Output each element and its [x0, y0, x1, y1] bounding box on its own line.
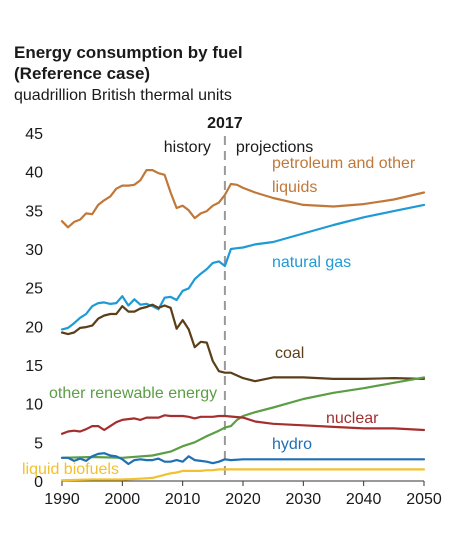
x-tick-label: 2050 — [406, 491, 442, 508]
series-label-other-renewable-energy: other renewable energy — [49, 385, 217, 402]
series-line-other-renewable-energy — [60, 376, 426, 459]
x-tick-label: 2040 — [346, 491, 382, 508]
series-labels: petroleum and other liquids natural gas coa… — [22, 155, 416, 478]
y-tick-label: 40 — [25, 165, 43, 182]
y-axis-unit-label: quadrillion British thermal units — [14, 87, 232, 104]
x-axis: 1990 2000 2010 2020 2030 2040 2050 — [44, 480, 442, 508]
history-label: history — [164, 139, 211, 156]
y-tick-label: 0 — [34, 474, 43, 491]
y-tick-label: 15 — [25, 358, 43, 375]
divider-year-label: 2017 — [207, 115, 243, 132]
series-label-liquid-biofuels: liquid biofuels — [22, 461, 119, 478]
history-projection-divider: 2017 history projections — [164, 115, 313, 481]
series-line-natural-gas — [60, 203, 426, 331]
y-tick-label: 35 — [25, 203, 43, 220]
y-tick-label: 20 — [25, 319, 43, 336]
y-tick-label: 10 — [25, 397, 43, 414]
y-tick-label: 5 — [34, 435, 43, 452]
y-tick-label: 25 — [25, 281, 43, 298]
y-axis-ticks: 0 5 10 15 20 25 30 35 40 45 — [25, 126, 43, 491]
chart-subtitle: (Reference case) — [14, 64, 151, 83]
chart-title: Energy consumption by fuel — [14, 43, 243, 62]
series-label-coal: coal — [275, 345, 304, 362]
series-lines — [60, 169, 426, 482]
y-tick-label: 30 — [25, 242, 43, 259]
series-label-nuclear: nuclear — [326, 410, 379, 427]
x-tick-label: 2010 — [165, 491, 201, 508]
projections-label: projections — [236, 139, 313, 156]
x-tick-label: 2020 — [225, 491, 261, 508]
series-label-petroleum-and-other-liquids: petroleum and other liquids — [272, 155, 416, 196]
x-tick-label: 1990 — [44, 491, 80, 508]
series-line-coal — [60, 303, 426, 383]
series-line-nuclear — [60, 414, 426, 435]
x-tick-label: 2030 — [286, 491, 322, 508]
y-tick-label: 45 — [25, 126, 43, 143]
series-label-natural-gas: natural gas — [272, 254, 351, 271]
series-line-petroleum-and-other-liquids — [60, 169, 426, 229]
series-line-liquid-biofuels — [60, 468, 426, 482]
series-label-hydro: hydro — [272, 436, 312, 453]
series-line-hydro — [60, 452, 426, 466]
x-tick-label: 2000 — [105, 491, 141, 508]
